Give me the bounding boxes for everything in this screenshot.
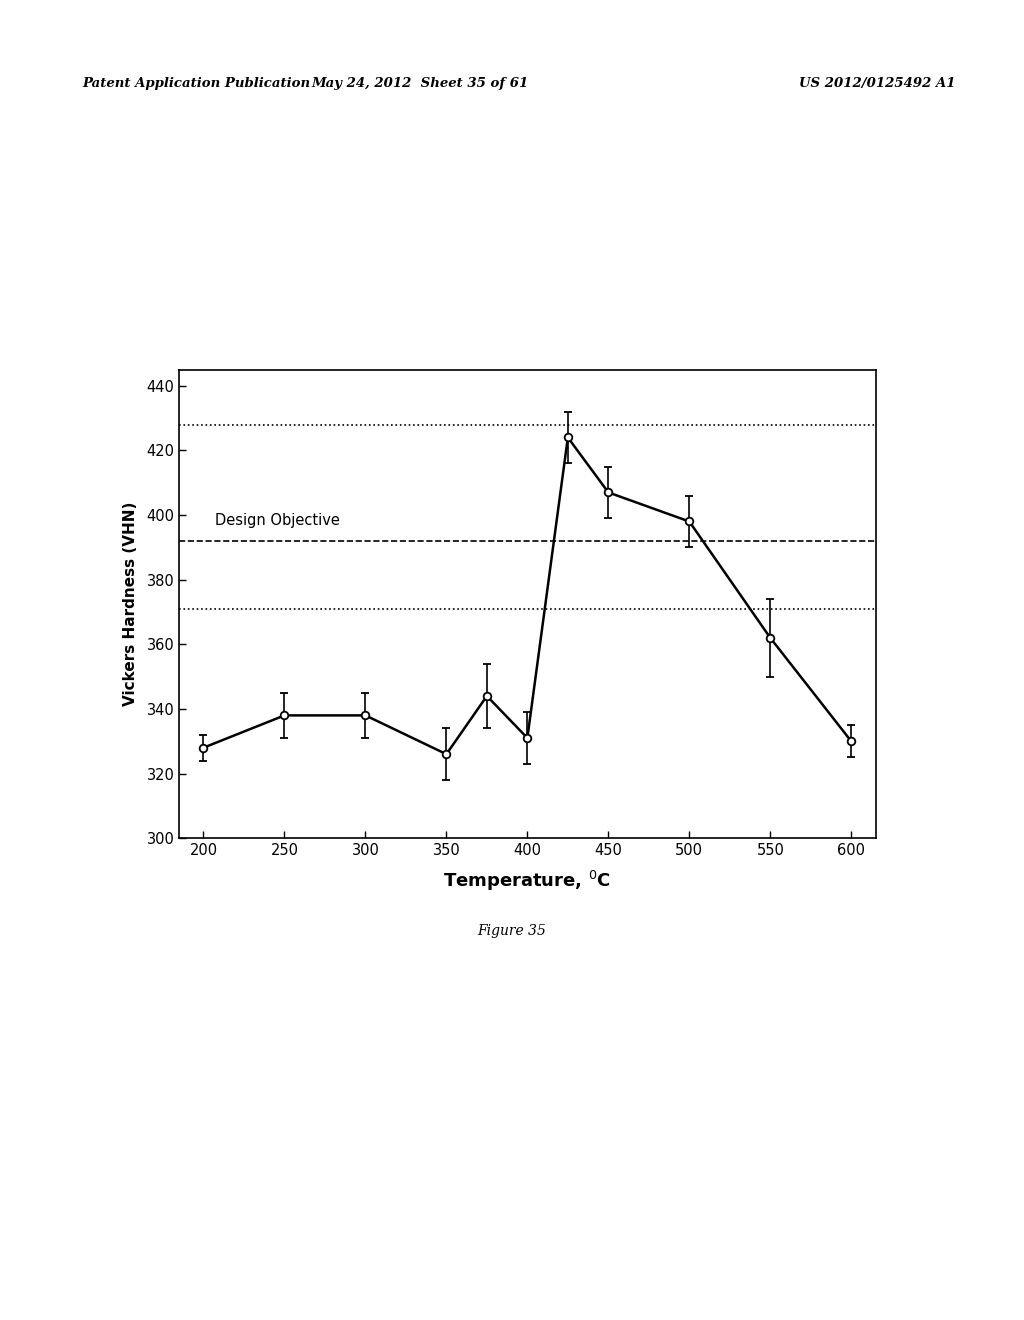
Text: Patent Application Publication: Patent Application Publication — [82, 77, 310, 90]
Text: US 2012/0125492 A1: US 2012/0125492 A1 — [799, 77, 955, 90]
Text: Figure 35: Figure 35 — [477, 924, 547, 937]
Text: May 24, 2012  Sheet 35 of 61: May 24, 2012 Sheet 35 of 61 — [311, 77, 528, 90]
Text: Design Objective: Design Objective — [215, 513, 340, 528]
Y-axis label: Vickers Hardness (VHN): Vickers Hardness (VHN) — [123, 502, 138, 706]
X-axis label: Temperature, $^{0}$C: Temperature, $^{0}$C — [443, 869, 611, 894]
